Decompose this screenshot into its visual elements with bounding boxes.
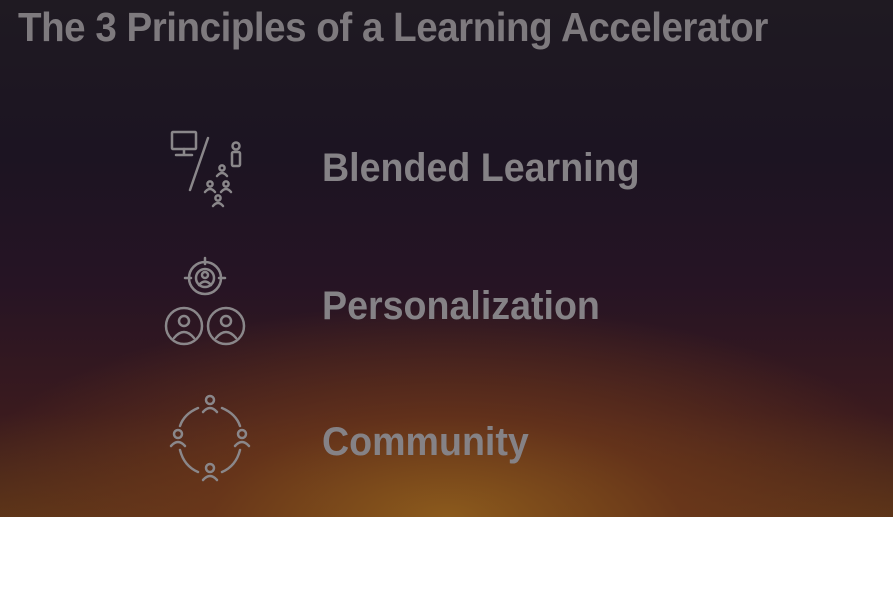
- computer-and-people-icon: [160, 118, 260, 218]
- blank-area: [0, 517, 893, 607]
- principle-label: Personalization: [322, 284, 600, 328]
- presentation-slide: The 3 Principles of a Learning Accelerat…: [0, 0, 893, 517]
- slide-title: The 3 Principles of a Learning Accelerat…: [18, 4, 768, 50]
- target-people-icon: [160, 256, 260, 356]
- principle-personalization: Personalization: [160, 256, 720, 356]
- principle-blended-learning: Blended Learning: [160, 118, 720, 218]
- principle-label: Blended Learning: [322, 146, 640, 190]
- people-circle-icon: [160, 392, 260, 492]
- principle-community: Community: [160, 392, 720, 492]
- principle-label: Community: [322, 420, 529, 464]
